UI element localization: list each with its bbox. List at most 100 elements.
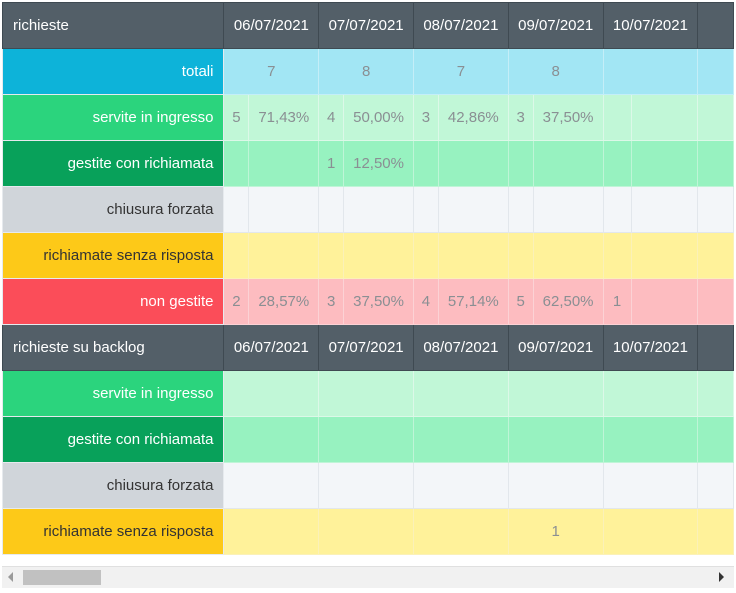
percent-cell[interactable]: 37,50%: [532, 94, 604, 141]
filler-cell: [697, 278, 734, 325]
count-cell[interactable]: [318, 186, 345, 233]
total-cell[interactable]: [413, 462, 509, 509]
total-cell[interactable]: [223, 508, 320, 555]
total-cell[interactable]: 8: [507, 48, 604, 95]
count-cell[interactable]: 5: [223, 94, 250, 141]
data-row: richiamate senza risposta 1: [2, 508, 734, 555]
total-cell[interactable]: [413, 416, 509, 463]
row-label: chiusura forzata: [2, 186, 225, 233]
row-label: servite in ingresso: [2, 94, 225, 141]
percent-cell[interactable]: [248, 140, 320, 187]
total-cell[interactable]: 7: [223, 48, 320, 95]
count-cell[interactable]: [318, 232, 345, 279]
percent-cell[interactable]: 62,50%: [532, 278, 604, 325]
count-cell[interactable]: [413, 186, 439, 233]
percent-cell[interactable]: 50,00%: [343, 94, 414, 141]
total-cell[interactable]: [223, 462, 320, 509]
total-cell[interactable]: [318, 508, 414, 555]
percent-cell[interactable]: 42,86%: [437, 94, 509, 141]
count-cell[interactable]: [507, 140, 534, 187]
total-cell[interactable]: [413, 508, 509, 555]
percent-cell[interactable]: [532, 140, 604, 187]
total-cell[interactable]: [507, 416, 604, 463]
filler-cell: [697, 370, 734, 417]
percent-cell[interactable]: [343, 232, 414, 279]
count-cell[interactable]: [223, 140, 250, 187]
scrollbar-thumb[interactable]: [23, 570, 101, 585]
total-cell[interactable]: [318, 462, 414, 509]
percent-cell[interactable]: 57,14%: [437, 278, 509, 325]
percent-cell[interactable]: 12,50%: [343, 140, 414, 187]
total-cell[interactable]: [318, 416, 414, 463]
report-grid[interactable]: richieste 06/07/2021 07/07/2021 08/07/2021 0…: [2, 2, 734, 565]
count-cell[interactable]: 4: [318, 94, 345, 141]
date-column-header[interactable]: 10/07/2021: [602, 324, 699, 371]
date-column-header[interactable]: 09/07/2021: [507, 324, 604, 371]
date-column-header[interactable]: 06/07/2021: [223, 2, 320, 49]
total-cell[interactable]: 1: [507, 508, 604, 555]
total-cell[interactable]: 8: [318, 48, 414, 95]
total-cell[interactable]: [223, 370, 320, 417]
percent-cell[interactable]: [248, 232, 320, 279]
date-column-header[interactable]: 07/07/2021: [318, 2, 414, 49]
percent-cell[interactable]: 37,50%: [343, 278, 414, 325]
percent-cell[interactable]: [437, 140, 509, 187]
count-cell[interactable]: 3: [507, 94, 534, 141]
percent-cell[interactable]: [532, 232, 604, 279]
percent-cell[interactable]: [630, 186, 699, 233]
percent-cell[interactable]: [248, 186, 320, 233]
count-cell[interactable]: [602, 140, 632, 187]
count-cell[interactable]: 1: [318, 140, 345, 187]
total-cell[interactable]: [223, 416, 320, 463]
count-cell[interactable]: 3: [413, 94, 439, 141]
count-cell[interactable]: 3: [318, 278, 345, 325]
total-cell[interactable]: 7: [413, 48, 509, 95]
count-cell[interactable]: [602, 186, 632, 233]
count-cell[interactable]: 5: [507, 278, 534, 325]
count-cell[interactable]: [223, 232, 250, 279]
filler-cell: [697, 186, 734, 233]
date-column-header[interactable]: 06/07/2021: [223, 324, 320, 371]
percent-cell[interactable]: [437, 232, 509, 279]
filler-cell: [697, 462, 734, 509]
percent-cell[interactable]: [630, 94, 699, 141]
total-cell[interactable]: [602, 508, 699, 555]
percent-cell[interactable]: 28,57%: [248, 278, 320, 325]
date-column-header[interactable]: 07/07/2021: [318, 324, 414, 371]
count-cell[interactable]: 2: [223, 278, 250, 325]
total-cell[interactable]: [318, 370, 414, 417]
total-cell[interactable]: [507, 462, 604, 509]
date-column-header[interactable]: 08/07/2021: [413, 2, 509, 49]
total-cell[interactable]: [602, 48, 699, 95]
date-column-header[interactable]: 09/07/2021: [507, 2, 604, 49]
count-cell[interactable]: 4: [413, 278, 439, 325]
total-cell[interactable]: [602, 462, 699, 509]
date-column-header[interactable]: 08/07/2021: [413, 324, 509, 371]
percent-cell[interactable]: 71,43%: [248, 94, 320, 141]
filler-cell: [697, 48, 734, 95]
count-cell[interactable]: [602, 232, 632, 279]
count-cell[interactable]: [223, 186, 250, 233]
chevron-left-icon[interactable]: [8, 572, 13, 582]
percent-cell[interactable]: [532, 186, 604, 233]
horizontal-scrollbar[interactable]: [2, 566, 734, 588]
percent-cell[interactable]: [630, 140, 699, 187]
date-column-header[interactable]: 10/07/2021: [602, 2, 699, 49]
percent-cell[interactable]: [343, 186, 414, 233]
total-cell[interactable]: [602, 416, 699, 463]
count-cell[interactable]: [413, 232, 439, 279]
chevron-right-icon[interactable]: [719, 572, 724, 582]
total-cell[interactable]: [413, 370, 509, 417]
percent-cell[interactable]: [630, 278, 699, 325]
count-cell[interactable]: [413, 140, 439, 187]
percent-cell[interactable]: [437, 186, 509, 233]
percent-cell[interactable]: [630, 232, 699, 279]
count-cell[interactable]: 1: [602, 278, 632, 325]
row-label: totali: [2, 48, 225, 95]
total-cell[interactable]: [507, 370, 604, 417]
count-cell[interactable]: [602, 94, 632, 141]
total-cell[interactable]: [602, 370, 699, 417]
count-cell[interactable]: [507, 186, 534, 233]
count-cell[interactable]: [507, 232, 534, 279]
